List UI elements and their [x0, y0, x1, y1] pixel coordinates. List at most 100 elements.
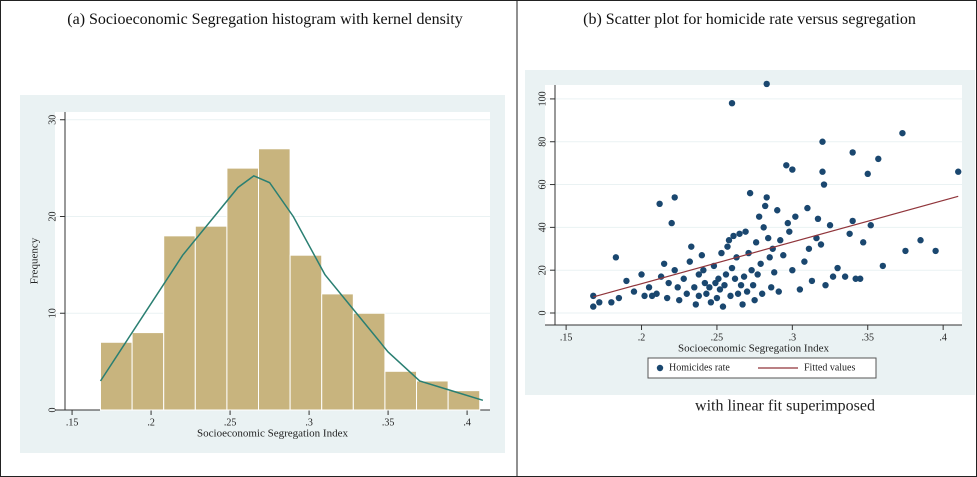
title-box: (b) Scatter plot for homicide rate versu…	[583, 11, 916, 28]
point	[671, 266, 678, 274]
point	[703, 290, 710, 297]
x-tick-label: .2	[638, 332, 646, 343]
x-tick-label: .35	[382, 417, 395, 428]
point	[722, 271, 730, 278]
y-axis-label: Frequency	[29, 237, 41, 284]
point	[819, 138, 826, 145]
point	[641, 292, 648, 300]
point	[701, 279, 709, 287]
point	[792, 213, 799, 220]
x-tick-label: .15	[560, 332, 573, 343]
point	[736, 230, 743, 237]
point	[789, 166, 796, 173]
point	[596, 299, 603, 306]
y-tick-label: 0	[537, 311, 548, 316]
point	[676, 296, 683, 304]
point	[680, 275, 687, 282]
fit-line	[593, 195, 959, 298]
point	[695, 292, 703, 300]
caption: with linear fit superimposed	[695, 398, 875, 415]
point	[615, 294, 623, 302]
point	[668, 219, 675, 227]
y-tick-label: 60	[537, 180, 548, 190]
point	[820, 181, 828, 188]
point	[725, 237, 733, 244]
point	[784, 219, 792, 227]
chart-title: (a) Socioeconomic Segregation histogram …	[67, 11, 463, 28]
point	[771, 269, 778, 276]
x-axis-label: Socioeconomic Segregation Index	[197, 428, 348, 440]
point	[786, 228, 793, 235]
point	[814, 215, 822, 223]
point	[728, 264, 736, 272]
bar	[194, 225, 228, 411]
point	[752, 239, 760, 246]
point	[780, 252, 787, 259]
point	[774, 207, 781, 214]
bar	[289, 254, 323, 411]
x-tick-label: .25	[711, 332, 724, 343]
point	[757, 260, 764, 267]
point	[724, 243, 731, 250]
point	[763, 80, 770, 88]
point	[796, 286, 804, 293]
bar	[384, 370, 418, 411]
point	[727, 292, 734, 300]
point	[713, 294, 721, 302]
point	[749, 281, 757, 289]
point	[751, 296, 758, 304]
point	[775, 288, 782, 295]
bar	[100, 341, 133, 411]
point	[671, 194, 678, 201]
point	[846, 230, 853, 237]
point	[692, 301, 700, 308]
x-axis-label: Socioeconomic Segregation Index	[678, 343, 829, 355]
point	[902, 247, 909, 255]
point	[932, 247, 939, 255]
y-tick-label: 100	[537, 91, 548, 106]
point	[695, 271, 703, 278]
point	[849, 149, 856, 156]
point	[864, 170, 871, 178]
x-tick-label: .15	[66, 417, 79, 428]
point	[826, 222, 834, 229]
point	[715, 275, 722, 282]
bar	[163, 235, 196, 411]
point	[691, 284, 698, 291]
point	[730, 232, 737, 240]
point	[645, 284, 653, 291]
point	[663, 294, 671, 302]
chart-title: (b) Scatter plot for homicide rate versu…	[583, 11, 916, 28]
point	[808, 277, 816, 285]
bar	[447, 390, 481, 411]
point	[841, 273, 849, 280]
point	[665, 279, 672, 287]
bar	[226, 167, 260, 411]
legend-marker	[656, 364, 664, 372]
point	[789, 266, 796, 274]
point	[608, 299, 615, 306]
x-tick-label: .4	[939, 332, 947, 343]
point	[739, 301, 746, 308]
point	[819, 168, 826, 175]
y-tick-label: 40	[537, 222, 548, 232]
point	[706, 284, 713, 291]
x-tick-label: .3	[789, 332, 797, 343]
point	[754, 271, 761, 278]
point	[917, 237, 924, 244]
point	[822, 281, 829, 289]
point	[719, 303, 727, 310]
point	[834, 264, 841, 272]
bar	[321, 293, 354, 411]
x-tick-label: .3	[305, 417, 313, 428]
point	[766, 254, 773, 261]
point	[857, 275, 864, 282]
point	[674, 284, 681, 291]
point	[656, 200, 663, 208]
point	[737, 281, 745, 289]
point	[804, 204, 811, 212]
point	[731, 275, 739, 282]
point	[783, 162, 790, 169]
point	[899, 129, 906, 137]
